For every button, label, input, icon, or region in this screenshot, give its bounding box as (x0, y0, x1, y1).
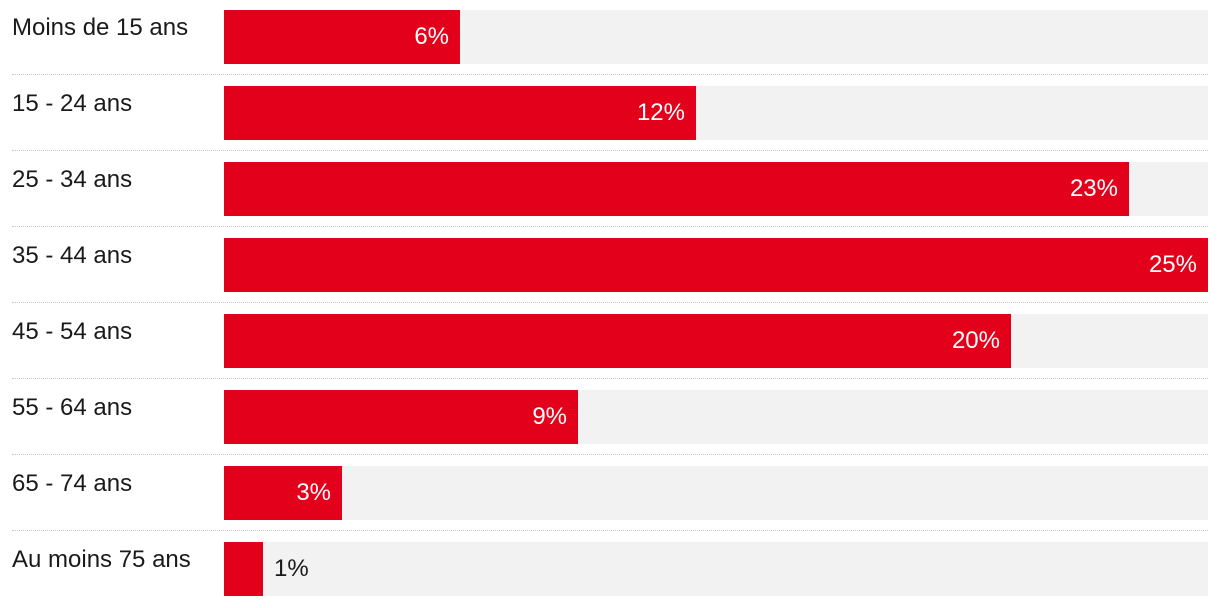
value-label: 3% (296, 479, 331, 506)
bar-row: 65 - 74 ans 3% (0, 456, 1220, 532)
bar (224, 238, 1208, 292)
value-label: 1% (274, 555, 309, 582)
value-label: 20% (951, 327, 1000, 354)
bar-row: 25 - 34 ans 23% (0, 152, 1220, 228)
row-divider (12, 454, 1208, 455)
bar-track: 6% (224, 10, 1208, 64)
bar (224, 466, 342, 520)
bar (224, 86, 696, 140)
row-divider (12, 378, 1208, 379)
value-label: 25% (1148, 251, 1197, 278)
bar-track: 3% (224, 466, 1208, 520)
bar-track: 20% (224, 314, 1208, 368)
category-label: 25 - 34 ans (12, 166, 133, 193)
bar-track: 9% (224, 390, 1208, 444)
category-label: 15 - 24 ans (12, 90, 133, 117)
bar-row: 55 - 64 ans 9% (0, 380, 1220, 456)
value-label: 9% (532, 403, 567, 430)
bar (224, 542, 263, 596)
bar-track: 23% (224, 162, 1208, 216)
bar-track: 1% (224, 542, 1208, 596)
row-divider (12, 74, 1208, 75)
row-divider (12, 226, 1208, 227)
category-label: 65 - 74 ans (12, 470, 133, 497)
value-label: 12% (636, 99, 685, 126)
bar-track: 12% (224, 86, 1208, 140)
category-label: Moins de 15 ans (12, 14, 189, 41)
value-label: 23% (1069, 175, 1118, 202)
bar-row: 35 - 44 ans 25% (0, 228, 1220, 304)
bar (224, 162, 1129, 216)
bar-track: 25% (224, 238, 1208, 292)
bar (224, 390, 578, 444)
category-label: 55 - 64 ans (12, 394, 133, 421)
bar (224, 10, 460, 64)
category-label: 35 - 44 ans (12, 242, 133, 269)
row-divider (12, 150, 1208, 151)
value-label: 6% (414, 23, 449, 50)
bar-row: Moins de 15 ans 6% (0, 0, 1220, 76)
bar-row: Au moins 75 ans 1% (0, 532, 1220, 608)
category-label: Au moins 75 ans (12, 546, 191, 573)
category-label: 45 - 54 ans (12, 318, 133, 345)
bar-row: 15 - 24 ans 12% (0, 76, 1220, 152)
bar-row: 45 - 54 ans 20% (0, 304, 1220, 380)
bar (224, 314, 1011, 368)
row-divider (12, 302, 1208, 303)
row-divider (12, 530, 1208, 531)
